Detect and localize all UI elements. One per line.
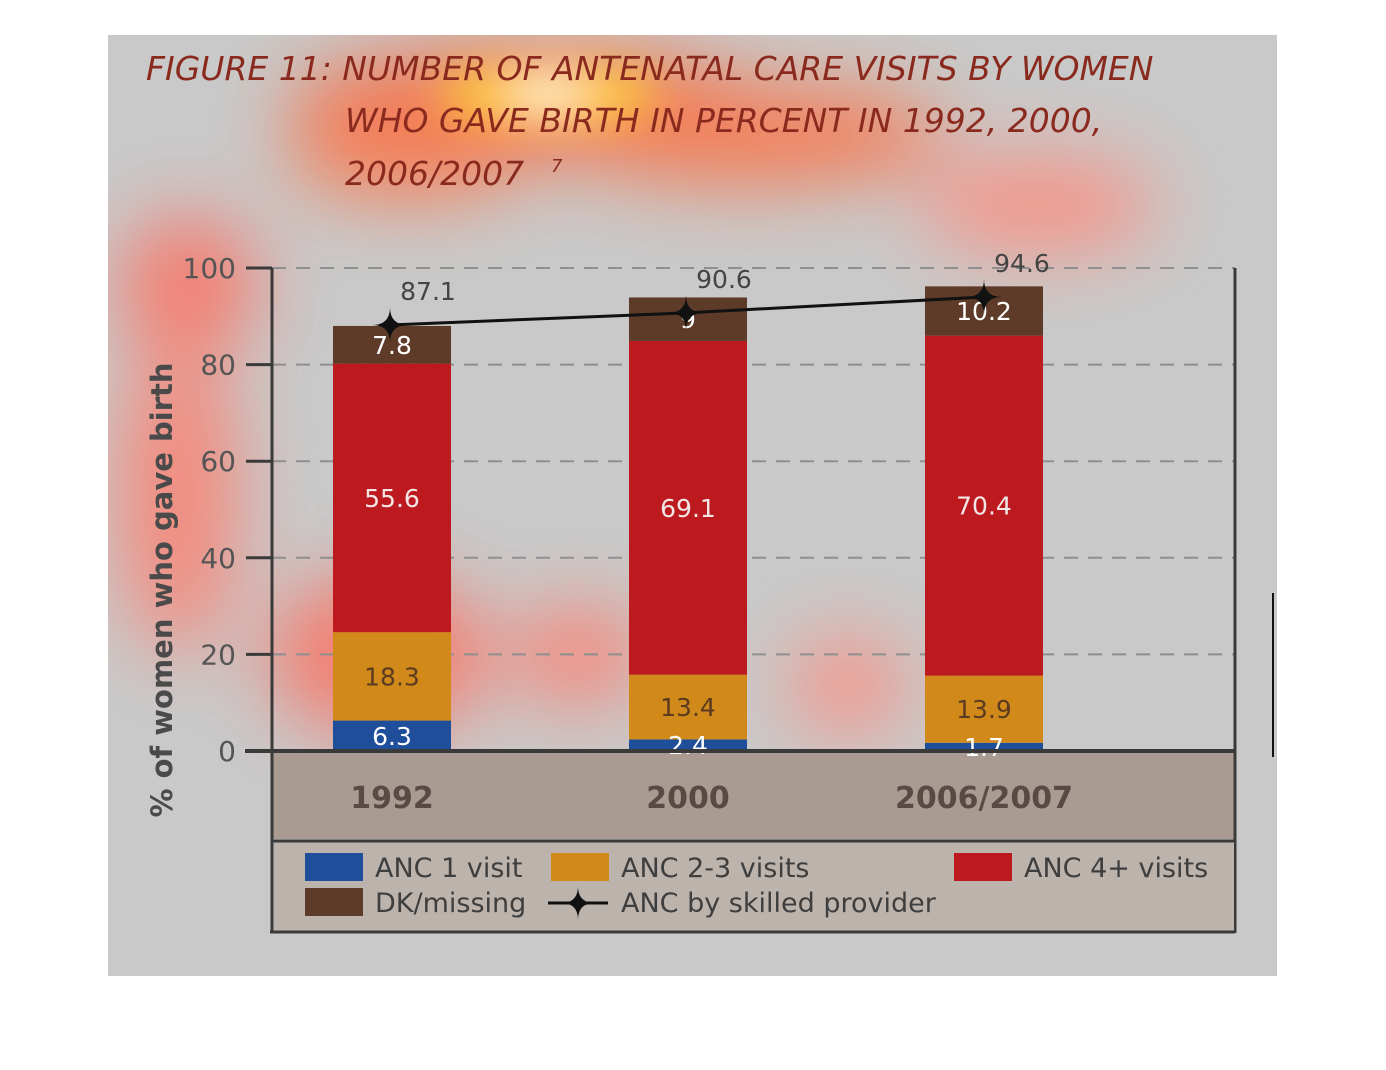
- bar-segment: [925, 742, 1043, 751]
- legend: ANC 1 visit ANC 2-3 visits ANC 4+ visits DK…: [305, 853, 1208, 920]
- line-point-diamond: [966, 278, 1002, 315]
- legend-swatch: [305, 888, 363, 916]
- legend-swatch: [305, 853, 363, 881]
- data-label: 18.3: [364, 662, 420, 691]
- y-axis-ticks: 0 20 40 60 80 100: [183, 252, 272, 768]
- y-tick-label: 80: [200, 349, 236, 382]
- bar-segment: [925, 675, 1043, 743]
- bar-segment: [629, 674, 747, 740]
- y-tick-label: 40: [200, 542, 236, 575]
- legend-label: ANC 2-3 visits: [621, 853, 810, 884]
- legend-swatch: [954, 853, 1012, 881]
- skilled-provider-line: 87.1 90.6 94.6: [372, 249, 1050, 343]
- x-category-label: 2006/2007: [895, 781, 1073, 816]
- data-label: 7.8: [372, 331, 412, 360]
- legend-diamond-icon: [561, 886, 595, 920]
- bar-segment: [333, 632, 451, 721]
- data-label: 6.3: [372, 722, 412, 751]
- y-tick-label: 100: [183, 252, 236, 285]
- legend-swatch: [551, 853, 609, 881]
- title-line-2: WHO GAVE BIRTH IN PERCENT IN 1992, 2000,: [345, 101, 1102, 140]
- legend-box: [274, 841, 1234, 932]
- data-label: 2.4: [668, 731, 708, 760]
- line-point-label: 87.1: [400, 277, 456, 306]
- legend-label: ANC by skilled provider: [621, 888, 937, 919]
- line-point-label: 90.6: [696, 265, 752, 294]
- chart-title: FIGURE 11: NUMBER OF ANTENATAL CARE VISI…: [146, 49, 1153, 193]
- x-category-label: 2000: [646, 781, 730, 816]
- line-point-label: 94.6: [994, 249, 1050, 278]
- bar-segment: [629, 739, 747, 751]
- x-axis-band: [273, 751, 1235, 839]
- attention-heatmap-overlay: [118, 50, 1158, 735]
- gridlines: [272, 267, 1235, 656]
- title-superscript: 7: [551, 156, 563, 177]
- title-line-1: FIGURE 11: NUMBER OF ANTENATAL CARE VISI…: [146, 49, 1153, 88]
- y-tick-label: 60: [200, 445, 236, 478]
- bar-segment: [333, 720, 451, 751]
- bar-segment: [925, 335, 1043, 676]
- legend-label: DK/missing: [375, 888, 526, 919]
- stacked-bars: [333, 286, 1043, 751]
- data-label: 55.6: [364, 484, 420, 513]
- line-point-diamond: [372, 306, 408, 343]
- line-point-diamond: [668, 294, 704, 331]
- legend-label: ANC 4+ visits: [1024, 853, 1208, 884]
- bar-segment: [629, 340, 747, 675]
- data-label: 70.4: [956, 492, 1012, 521]
- x-axis-categories: 1992 2000 2006/2007: [350, 781, 1073, 816]
- title-line-3: 2006/2007: [345, 154, 524, 193]
- data-label: 13.9: [956, 695, 1012, 724]
- y-axis-label: % of women who gave birth: [145, 362, 179, 817]
- y-tick-label: 20: [200, 638, 236, 671]
- data-label: 69.1: [660, 494, 716, 523]
- data-label: 13.4: [660, 693, 716, 722]
- bar-segment: [333, 363, 451, 633]
- data-label: 1.7: [964, 733, 1004, 762]
- x-category-label: 1992: [350, 781, 434, 816]
- legend-label: ANC 1 visit: [375, 853, 523, 884]
- y-tick-label: 0: [218, 735, 236, 768]
